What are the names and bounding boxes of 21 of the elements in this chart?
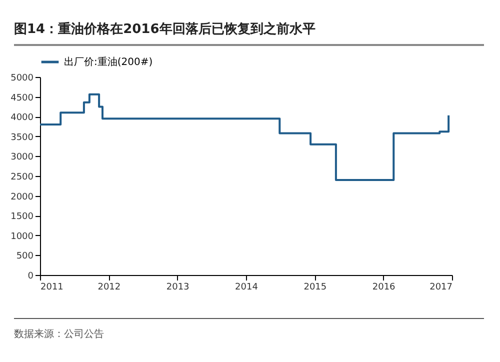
y-tick-label: 2500 xyxy=(10,172,34,182)
y-tick-label: 4000 xyxy=(10,113,34,124)
chart-title: 图14：重油价格在2016年回落后已恢复到之前水平 xyxy=(14,20,484,46)
x-tick-label: 2016 xyxy=(372,282,396,292)
x-tick-label: 2017 xyxy=(430,282,452,292)
y-tick-label: 3500 xyxy=(10,132,34,143)
source-note: 数据来源：公司公告 xyxy=(14,318,484,341)
x-tick-label: 2011 xyxy=(40,282,64,292)
y-tick-label: 5000 xyxy=(10,74,34,84)
x-tick-label: 2012 xyxy=(98,282,121,292)
x-tick-label: 2013 xyxy=(166,282,190,292)
y-tick-label: 4500 xyxy=(10,93,34,104)
x-tick-label: 2015 xyxy=(304,282,327,292)
y-tick-label: 1500 xyxy=(10,212,34,222)
y-tick-label: 2000 xyxy=(10,192,34,202)
y-tick-label: 3000 xyxy=(10,152,34,163)
y-tick-label: 1000 xyxy=(10,232,34,242)
y-tick-label: 0 xyxy=(28,272,34,282)
legend-label: 出厂价:重油(200#) xyxy=(64,56,153,68)
y-tick-label: 500 xyxy=(16,252,34,262)
x-tick-label: 2014 xyxy=(235,282,258,292)
